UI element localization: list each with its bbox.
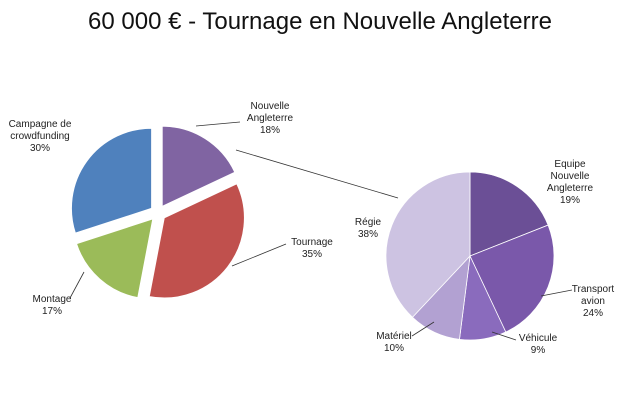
slice-percentage: 17%	[42, 306, 62, 317]
slice-percentage: 30%	[30, 143, 50, 154]
slice-label: Montage 17%	[33, 294, 72, 317]
leader-line	[69, 271, 85, 299]
slice-label: Régie 38%	[355, 217, 382, 240]
chart-title: 60 000 € - Tournage en Nouvelle Angleter…	[88, 8, 552, 35]
slice-label: Matériel 10%	[376, 331, 412, 354]
slice-label: Equipe Nouvelle Angleterre 19%	[547, 159, 594, 206]
leader-line	[491, 331, 517, 341]
slice-label-line: Angleterre	[247, 113, 294, 124]
slice-percentage: 10%	[384, 343, 404, 354]
pie-slice-montage	[76, 218, 154, 299]
pie-slice-tournage	[148, 183, 245, 299]
leader-line	[235, 149, 399, 199]
slice-percentage: 38%	[358, 229, 378, 240]
slice-label-line: Nouvelle	[251, 101, 290, 112]
slice-label-line: Montage	[33, 294, 72, 305]
slice-label-line: crowdfunding	[10, 131, 69, 142]
pie-slice-campagne-de-crowdfunding	[71, 127, 152, 234]
leader-line	[195, 121, 241, 127]
pie-slice-nouvelle-angleterre	[161, 125, 236, 207]
slice-label-line: Nouvelle	[551, 171, 590, 182]
slice-percentage: 24%	[583, 308, 603, 319]
sub-pie-slice-regie	[385, 171, 471, 318]
slice-label: Tournage 35%	[291, 237, 333, 260]
slice-percentage: 35%	[302, 249, 322, 260]
main-pie	[71, 125, 245, 299]
slice-label-line: Angleterre	[547, 183, 594, 194]
leader-line	[540, 289, 573, 297]
slice-label-line: Transport	[572, 284, 615, 295]
slice-label-line: avion	[581, 296, 605, 307]
sub-pie-slice-transport-avion	[469, 224, 555, 333]
slice-percentage: 9%	[531, 345, 546, 356]
slice-label-line: Matériel	[376, 331, 412, 342]
slice-label-line: Tournage	[291, 237, 333, 248]
slice-label-line: Equipe	[554, 159, 586, 170]
slice-label-line: Régie	[355, 217, 382, 228]
leader-line	[231, 243, 287, 267]
sub-pie	[385, 171, 555, 341]
slice-percentage: 19%	[560, 195, 580, 206]
slice-label: Nouvelle Angleterre 18%	[247, 101, 294, 136]
slice-label: Transport avion 24%	[572, 284, 615, 319]
slice-label: Véhicule 9%	[519, 333, 558, 356]
slice-label-line: Véhicule	[519, 333, 558, 344]
chart-labels: Nouvelle Angleterre 18%Tournage 35%Montage 1…	[9, 101, 615, 356]
slice-label: Campagne de crowdfunding 30%	[9, 119, 72, 154]
slice-percentage: 18%	[260, 125, 280, 136]
leader-line	[411, 321, 435, 337]
slice-label-line: Campagne de	[9, 119, 72, 130]
sub-pie-slice-equipe-nouvelle-angleterre	[469, 171, 549, 257]
